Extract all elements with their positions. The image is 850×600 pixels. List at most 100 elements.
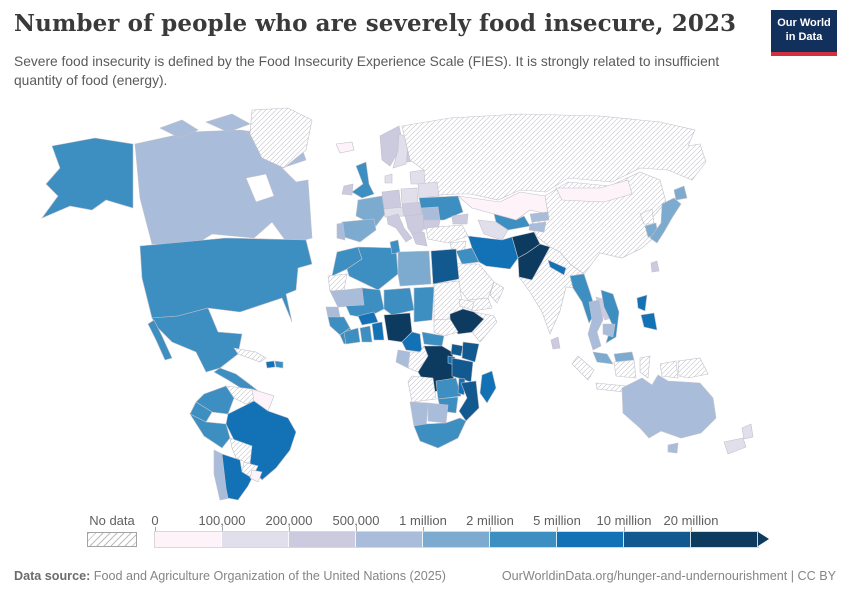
country-ghana[interactable] (359, 325, 373, 343)
country-gabon[interactable] (395, 349, 411, 369)
legend-bin-1m-2m[interactable] (423, 532, 490, 547)
country-angola[interactable] (407, 375, 437, 403)
country-indonesia-borneo[interactable] (613, 359, 637, 379)
country-sri-lanka[interactable] (550, 336, 561, 350)
country-malawi[interactable] (457, 377, 466, 396)
country-ireland[interactable] (341, 183, 354, 196)
country-japan-hokkaido[interactable] (673, 185, 688, 201)
country-caucasus[interactable] (451, 213, 469, 225)
country-chad[interactable] (413, 286, 435, 323)
country-kenya[interactable] (461, 341, 480, 363)
country-greece[interactable] (411, 231, 428, 247)
country-malaysia[interactable] (592, 351, 614, 365)
license-label[interactable]: CC BY (797, 569, 837, 583)
legend-bin-20m+[interactable] (691, 532, 758, 547)
country-senegal[interactable] (325, 306, 341, 318)
country-nepal[interactable] (547, 259, 567, 276)
country-italy[interactable] (386, 213, 413, 243)
country-iceland[interactable] (335, 141, 355, 154)
country-canada-island[interactable] (159, 119, 199, 139)
country-spain[interactable] (341, 218, 377, 243)
country-united-states[interactable] (139, 237, 313, 323)
country-venezuela[interactable] (225, 385, 261, 405)
country-mexico[interactable] (151, 307, 243, 373)
country-romania[interactable] (420, 206, 441, 221)
legend-bin-2m-5m[interactable] (490, 532, 557, 547)
country-denmark[interactable] (384, 173, 393, 184)
country-united-kingdom[interactable] (351, 161, 375, 199)
legend-bin-0-100k[interactable] (155, 532, 222, 547)
country-new-zealand-north[interactable] (741, 423, 754, 440)
country-indonesia-sumatra[interactable] (571, 355, 595, 381)
country-dominican-republic[interactable] (274, 360, 284, 369)
country-argentina[interactable] (221, 453, 253, 501)
country-cameroon[interactable] (401, 331, 423, 353)
country-south-africa[interactable] (413, 417, 467, 449)
country-australia-tasmania[interactable] (667, 442, 679, 454)
country-united-states-alaska[interactable] (41, 137, 134, 219)
country-niger[interactable] (383, 287, 415, 316)
country-bolivia[interactable] (229, 437, 253, 465)
country-oman[interactable] (489, 281, 505, 304)
country-central-europe[interactable] (401, 201, 424, 217)
legend-bin-500k-1m[interactable] (356, 532, 423, 547)
country-cambodia[interactable] (602, 323, 616, 338)
legend-bin-200k-500k[interactable] (289, 532, 356, 547)
country-turkmenistan[interactable] (477, 219, 509, 241)
country-peru[interactable] (189, 413, 231, 449)
country-japan[interactable] (649, 197, 682, 244)
country-botswana[interactable] (427, 402, 449, 424)
country-belarus[interactable] (417, 181, 440, 199)
country-haiti[interactable] (265, 360, 276, 369)
country-france[interactable] (355, 195, 386, 227)
country-taiwan[interactable] (650, 260, 660, 273)
country-germany[interactable] (381, 189, 402, 210)
country-togo-benin[interactable] (371, 321, 385, 341)
country-indonesia-papua[interactable] (659, 360, 679, 379)
country-egypt[interactable] (430, 248, 460, 285)
owid-link[interactable]: OurWorldinData.org/hunger-and-undernouri… (501, 569, 788, 583)
country-zambia[interactable] (435, 377, 462, 400)
country-eritrea-djibouti[interactable] (458, 298, 475, 311)
legend-bin-5m-10m[interactable] (557, 532, 624, 547)
country-greenland[interactable] (249, 107, 313, 169)
country-uganda[interactable] (450, 343, 464, 357)
owid-logo[interactable]: Our World in Data (771, 10, 837, 56)
country-canada-island[interactable] (205, 113, 251, 133)
country-cote-divoire[interactable] (343, 327, 361, 345)
country-mongolia[interactable] (555, 179, 633, 203)
country-russia[interactable] (401, 113, 707, 201)
country-thailand[interactable] (587, 299, 604, 351)
country-poland[interactable] (400, 187, 419, 205)
country-burkina-faso[interactable] (357, 311, 379, 326)
country-madagascar[interactable] (479, 370, 497, 404)
country-ukraine[interactable] (418, 195, 464, 221)
country-uruguay[interactable] (249, 469, 263, 483)
country-vietnam[interactable] (600, 289, 620, 344)
country-new-zealand-south[interactable] (723, 437, 747, 455)
country-south-sudan[interactable] (433, 318, 459, 337)
country-baltic-states[interactable] (409, 169, 426, 185)
country-cuba[interactable] (233, 347, 267, 363)
country-turkey[interactable] (425, 224, 469, 244)
country-australia[interactable] (621, 374, 717, 439)
legend-bin-10m-20m[interactable] (624, 532, 691, 547)
country-indonesia-sulawesi[interactable] (639, 355, 651, 379)
country-iran[interactable] (467, 235, 519, 270)
country-indonesia-java[interactable] (595, 382, 627, 393)
country-mexico-baja[interactable] (147, 319, 173, 361)
legend-bin-100k-200k[interactable] (222, 532, 289, 547)
country-tajikistan[interactable] (528, 221, 547, 233)
country-portugal[interactable] (336, 222, 346, 241)
country-mauritania[interactable] (329, 287, 365, 308)
country-somalia[interactable] (471, 311, 498, 343)
country-papua-new-guinea[interactable] (677, 357, 709, 379)
legend-no-data-swatch[interactable] (87, 532, 137, 547)
country-kazakhstan[interactable] (457, 191, 549, 221)
country-kyrgyzstan[interactable] (529, 211, 550, 223)
country-philippines[interactable] (640, 312, 658, 331)
country-philippines-luzon[interactable] (636, 294, 648, 312)
country-western-sahara[interactable] (327, 273, 348, 292)
country-libya[interactable] (397, 250, 432, 287)
